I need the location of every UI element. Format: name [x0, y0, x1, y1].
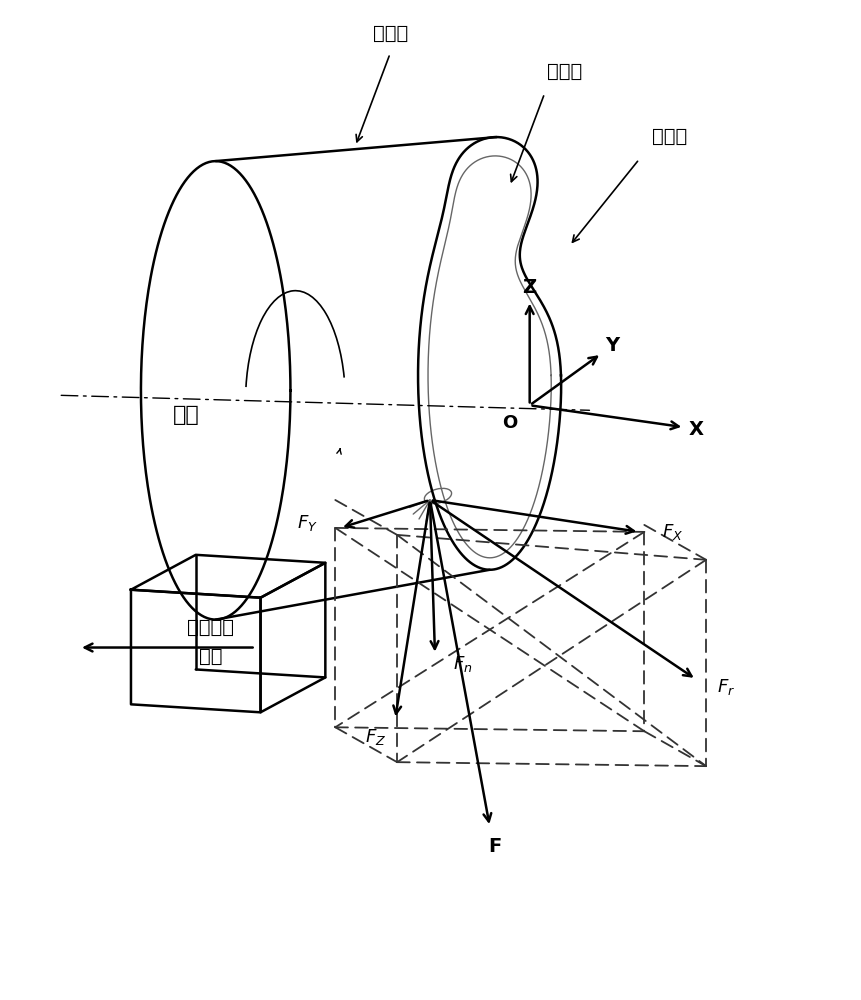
Text: X: X [689, 420, 703, 439]
Text: $F_n$: $F_n$ [453, 654, 473, 674]
Text: 凹型面: 凹型面 [652, 127, 687, 146]
Text: 凸型面: 凸型面 [547, 62, 582, 81]
Text: 圆柱面: 圆柱面 [373, 24, 408, 43]
Text: $F_r$: $F_r$ [717, 677, 735, 697]
Text: $F_Y$: $F_Y$ [297, 513, 318, 533]
Text: 工件: 工件 [172, 405, 199, 425]
Text: $F_Z$: $F_Z$ [364, 727, 386, 747]
Text: 进给方向: 进给方向 [187, 618, 234, 637]
Text: Y: Y [605, 336, 619, 355]
Text: Z: Z [523, 278, 536, 297]
Text: O: O [502, 414, 517, 432]
Text: 刀具: 刀具 [199, 647, 222, 666]
Text: F: F [488, 837, 501, 856]
Text: $F_X$: $F_X$ [661, 522, 683, 542]
